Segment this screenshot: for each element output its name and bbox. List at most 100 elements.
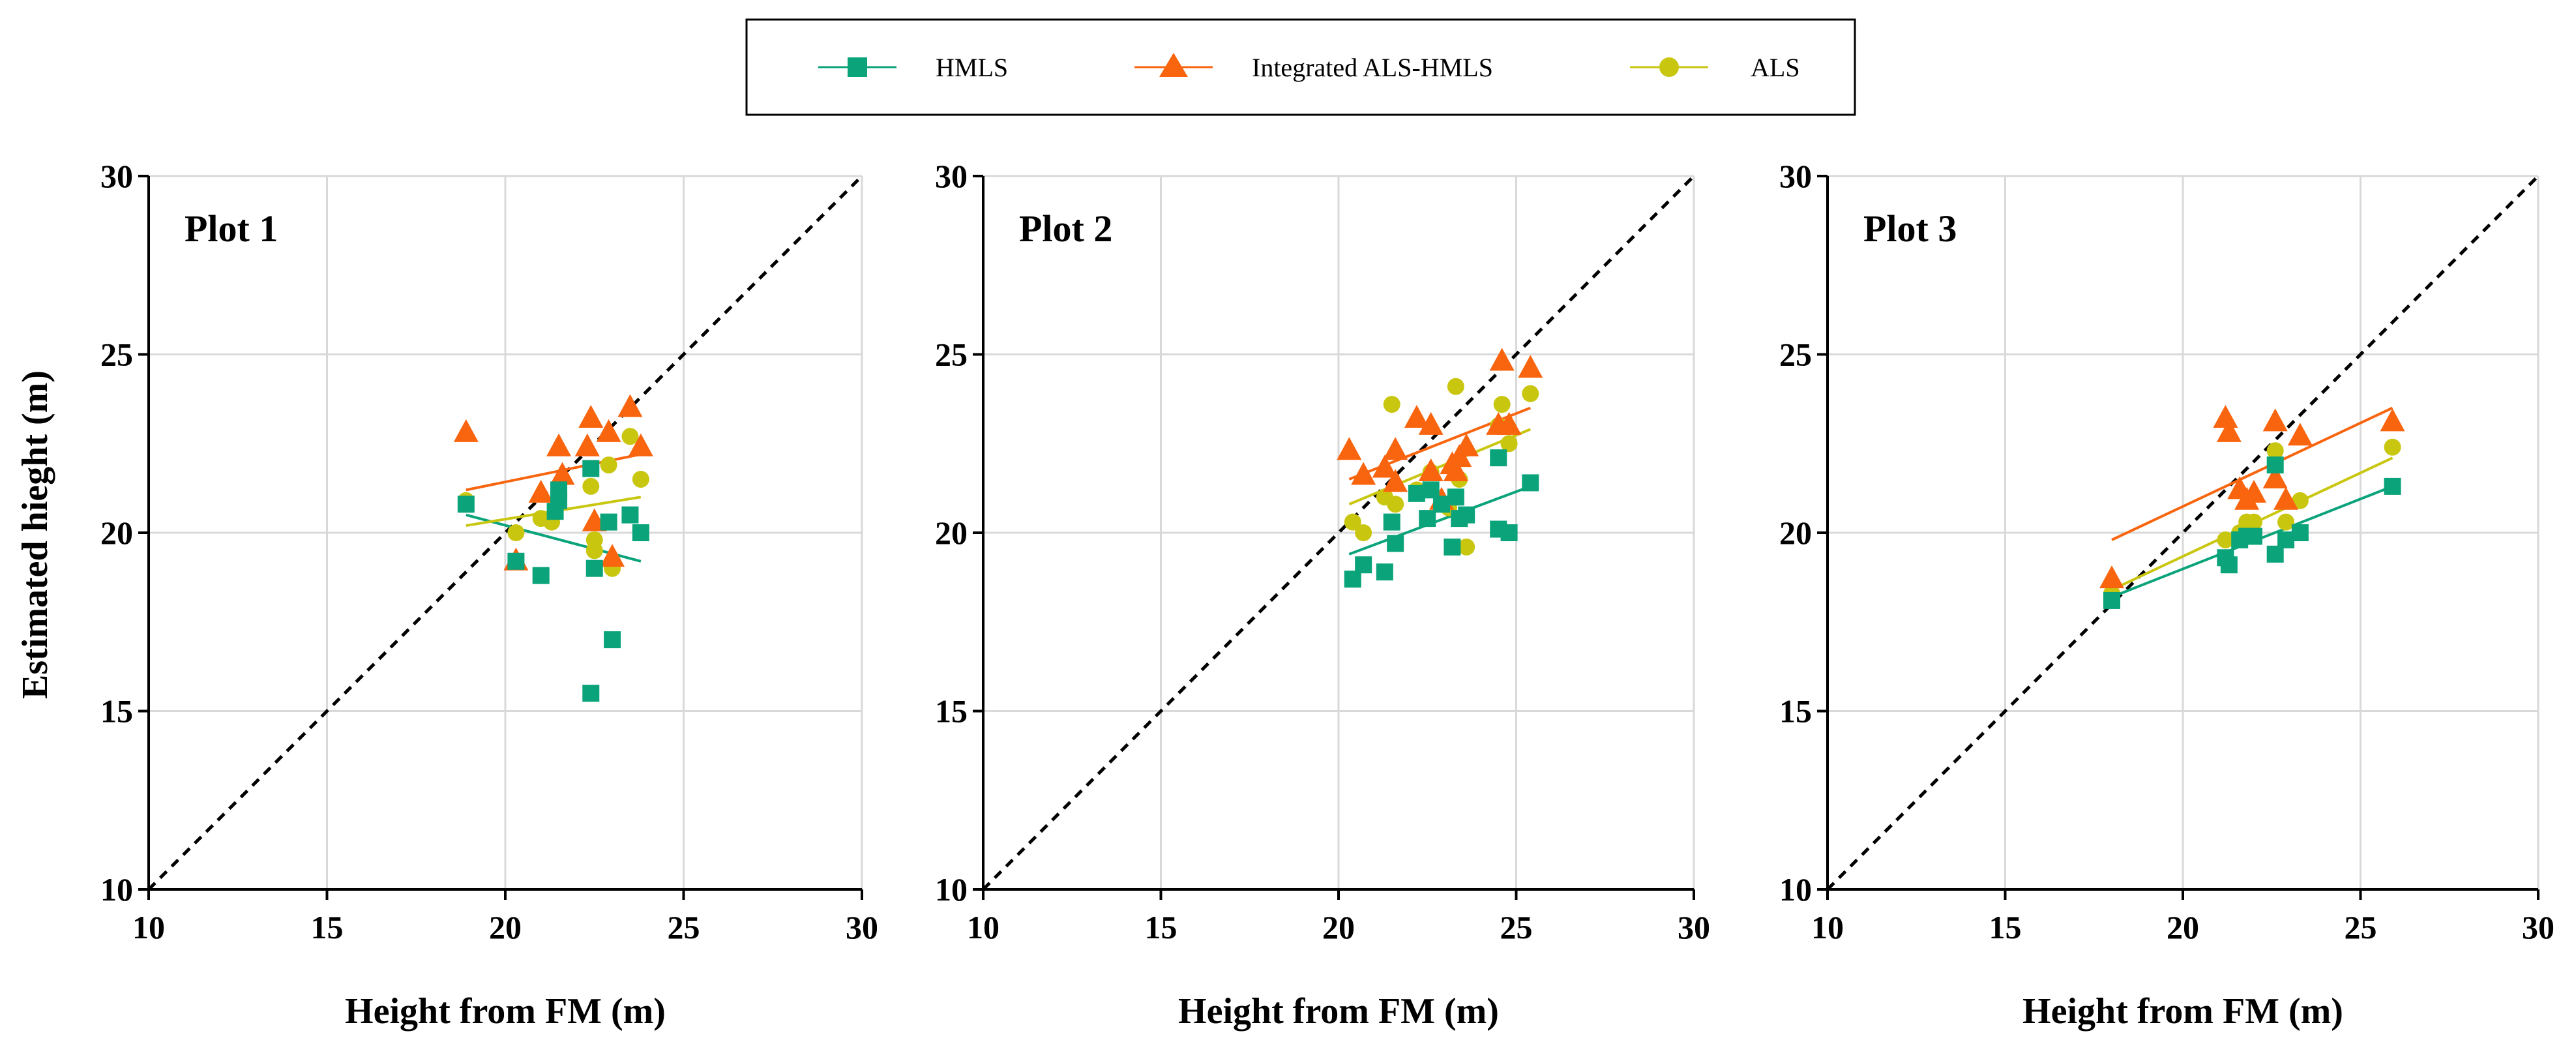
x-tick-label: 10 bbox=[1811, 909, 1844, 945]
point-als bbox=[1387, 496, 1404, 513]
legend-label-integrated: Integrated ALS-HMLS bbox=[1252, 53, 1493, 82]
point-hmls bbox=[532, 567, 550, 584]
point-hmls bbox=[632, 524, 649, 541]
point-als bbox=[2266, 442, 2284, 460]
legend-label-hmls: HMLS bbox=[936, 53, 1008, 82]
y-tick-label: 20 bbox=[1779, 514, 1812, 551]
point-als bbox=[2245, 513, 2262, 531]
plot-title: Plot 3 bbox=[1863, 207, 1957, 250]
point-als bbox=[1383, 396, 1400, 413]
point-als bbox=[2384, 438, 2401, 456]
point-hmls bbox=[1490, 449, 1507, 467]
x-tick-label: 25 bbox=[2345, 909, 2377, 945]
point-integrated-als-hmls bbox=[617, 394, 643, 417]
point-hmls bbox=[1443, 538, 1461, 556]
point-integrated-als-hmls bbox=[1496, 411, 1522, 435]
point-hmls bbox=[1376, 563, 1393, 581]
point-als bbox=[1500, 435, 1518, 453]
x-tick-label: 30 bbox=[2522, 909, 2554, 945]
x-tick-label: 10 bbox=[967, 909, 999, 945]
point-integrated-als-hmls bbox=[546, 433, 572, 456]
point-als bbox=[1522, 385, 1539, 402]
point-integrated-als-hmls bbox=[1383, 437, 1408, 460]
x-tick-label: 25 bbox=[1500, 909, 1533, 945]
plot-title: Plot 2 bbox=[1019, 207, 1112, 250]
point-als bbox=[2277, 513, 2295, 531]
x-tick-label: 20 bbox=[1322, 909, 1355, 945]
point-integrated-als-hmls bbox=[2273, 486, 2299, 510]
legend-marker-integrated bbox=[1159, 53, 1188, 77]
point-als bbox=[632, 470, 649, 488]
point-hmls bbox=[2266, 545, 2284, 563]
x-tick-label: 30 bbox=[1678, 909, 1710, 945]
reference-line-1to1 bbox=[982, 175, 1695, 891]
legend-marker-als bbox=[1659, 57, 1679, 77]
y-tick-label: 20 bbox=[100, 514, 133, 551]
point-integrated-als-hmls bbox=[2216, 419, 2242, 442]
point-integrated-als-hmls bbox=[1489, 348, 1515, 371]
point-integrated-als-hmls bbox=[1418, 458, 1443, 482]
point-hmls bbox=[1383, 513, 1400, 531]
x-tick-label: 15 bbox=[1989, 909, 2022, 945]
point-hmls bbox=[2277, 531, 2295, 548]
y-tick-label: 10 bbox=[1779, 871, 1812, 908]
legend-item-hmls: HMLS bbox=[818, 53, 1008, 82]
point-hmls bbox=[1422, 481, 1440, 499]
y-axis-title: Estimated hieght (m) bbox=[15, 370, 55, 699]
point-integrated-als-hmls bbox=[2262, 408, 2288, 432]
x-tick-label: 25 bbox=[668, 909, 700, 945]
point-hmls bbox=[1419, 510, 1436, 528]
point-hmls bbox=[1447, 488, 1464, 506]
point-als bbox=[582, 477, 600, 495]
y-tick-label: 25 bbox=[100, 336, 133, 373]
point-integrated-als-hmls bbox=[453, 419, 479, 442]
point-als bbox=[2217, 531, 2234, 548]
point-hmls bbox=[2291, 524, 2309, 541]
x-axis-title: Height from FM (m) bbox=[2022, 991, 2343, 1032]
point-integrated-als-hmls bbox=[2099, 565, 2124, 589]
y-tick-label: 25 bbox=[1779, 336, 1812, 373]
point-als bbox=[621, 428, 639, 445]
point-hmls bbox=[1355, 556, 1372, 574]
point-hmls bbox=[600, 513, 617, 531]
x-tick-label: 20 bbox=[489, 909, 522, 945]
point-integrated-als-hmls bbox=[1418, 411, 1443, 435]
panel-plot-1: 10 15 20 25 30 10 15 20 25 30 Plot 1 Height from FM… bbox=[100, 158, 878, 1032]
reference-line-1to1 bbox=[147, 175, 863, 891]
point-als bbox=[1447, 378, 1464, 395]
point-integrated-als-hmls bbox=[2213, 404, 2238, 428]
point-integrated-als-hmls bbox=[574, 433, 600, 456]
point-hmls bbox=[1344, 571, 1361, 588]
point-integrated-als-hmls bbox=[1383, 469, 1408, 492]
point-als bbox=[600, 456, 617, 474]
x-tick-label: 20 bbox=[2167, 909, 2199, 945]
point-integrated-als-hmls bbox=[1443, 458, 1468, 482]
y-tick-label: 20 bbox=[935, 514, 968, 551]
point-hmls bbox=[2220, 556, 2238, 574]
point-hmls bbox=[582, 460, 600, 477]
legend: HMLS Integrated ALS-HMLS ALS bbox=[745, 18, 1856, 116]
point-integrated-als-hmls bbox=[528, 479, 554, 503]
point-als bbox=[585, 542, 603, 559]
point-integrated-als-hmls bbox=[1337, 437, 1362, 460]
point-integrated-als-hmls bbox=[578, 404, 604, 428]
y-tick-label: 15 bbox=[935, 693, 968, 730]
point-als bbox=[507, 524, 525, 541]
point-hmls bbox=[2266, 456, 2284, 474]
point-als bbox=[1493, 396, 1511, 413]
point-integrated-als-hmls bbox=[1372, 454, 1397, 478]
point-hmls bbox=[582, 685, 600, 702]
y-tick-label: 15 bbox=[1779, 693, 1812, 730]
x-axis-title: Height from FM (m) bbox=[345, 991, 666, 1032]
point-als bbox=[1355, 524, 1372, 541]
x-tick-label: 15 bbox=[311, 909, 344, 945]
point-hmls bbox=[1522, 474, 1539, 492]
plot-title: Plot 1 bbox=[185, 207, 278, 250]
point-integrated-als-hmls bbox=[596, 419, 621, 442]
y-tick-label: 30 bbox=[100, 158, 133, 194]
y-tick-label: 30 bbox=[1779, 158, 1812, 194]
panel-plot-3: 10 15 20 25 30 10 15 20 25 30 Plot 3 Height from FM… bbox=[1779, 158, 2554, 1032]
point-hmls bbox=[2384, 477, 2401, 495]
point-als bbox=[1344, 513, 1361, 531]
